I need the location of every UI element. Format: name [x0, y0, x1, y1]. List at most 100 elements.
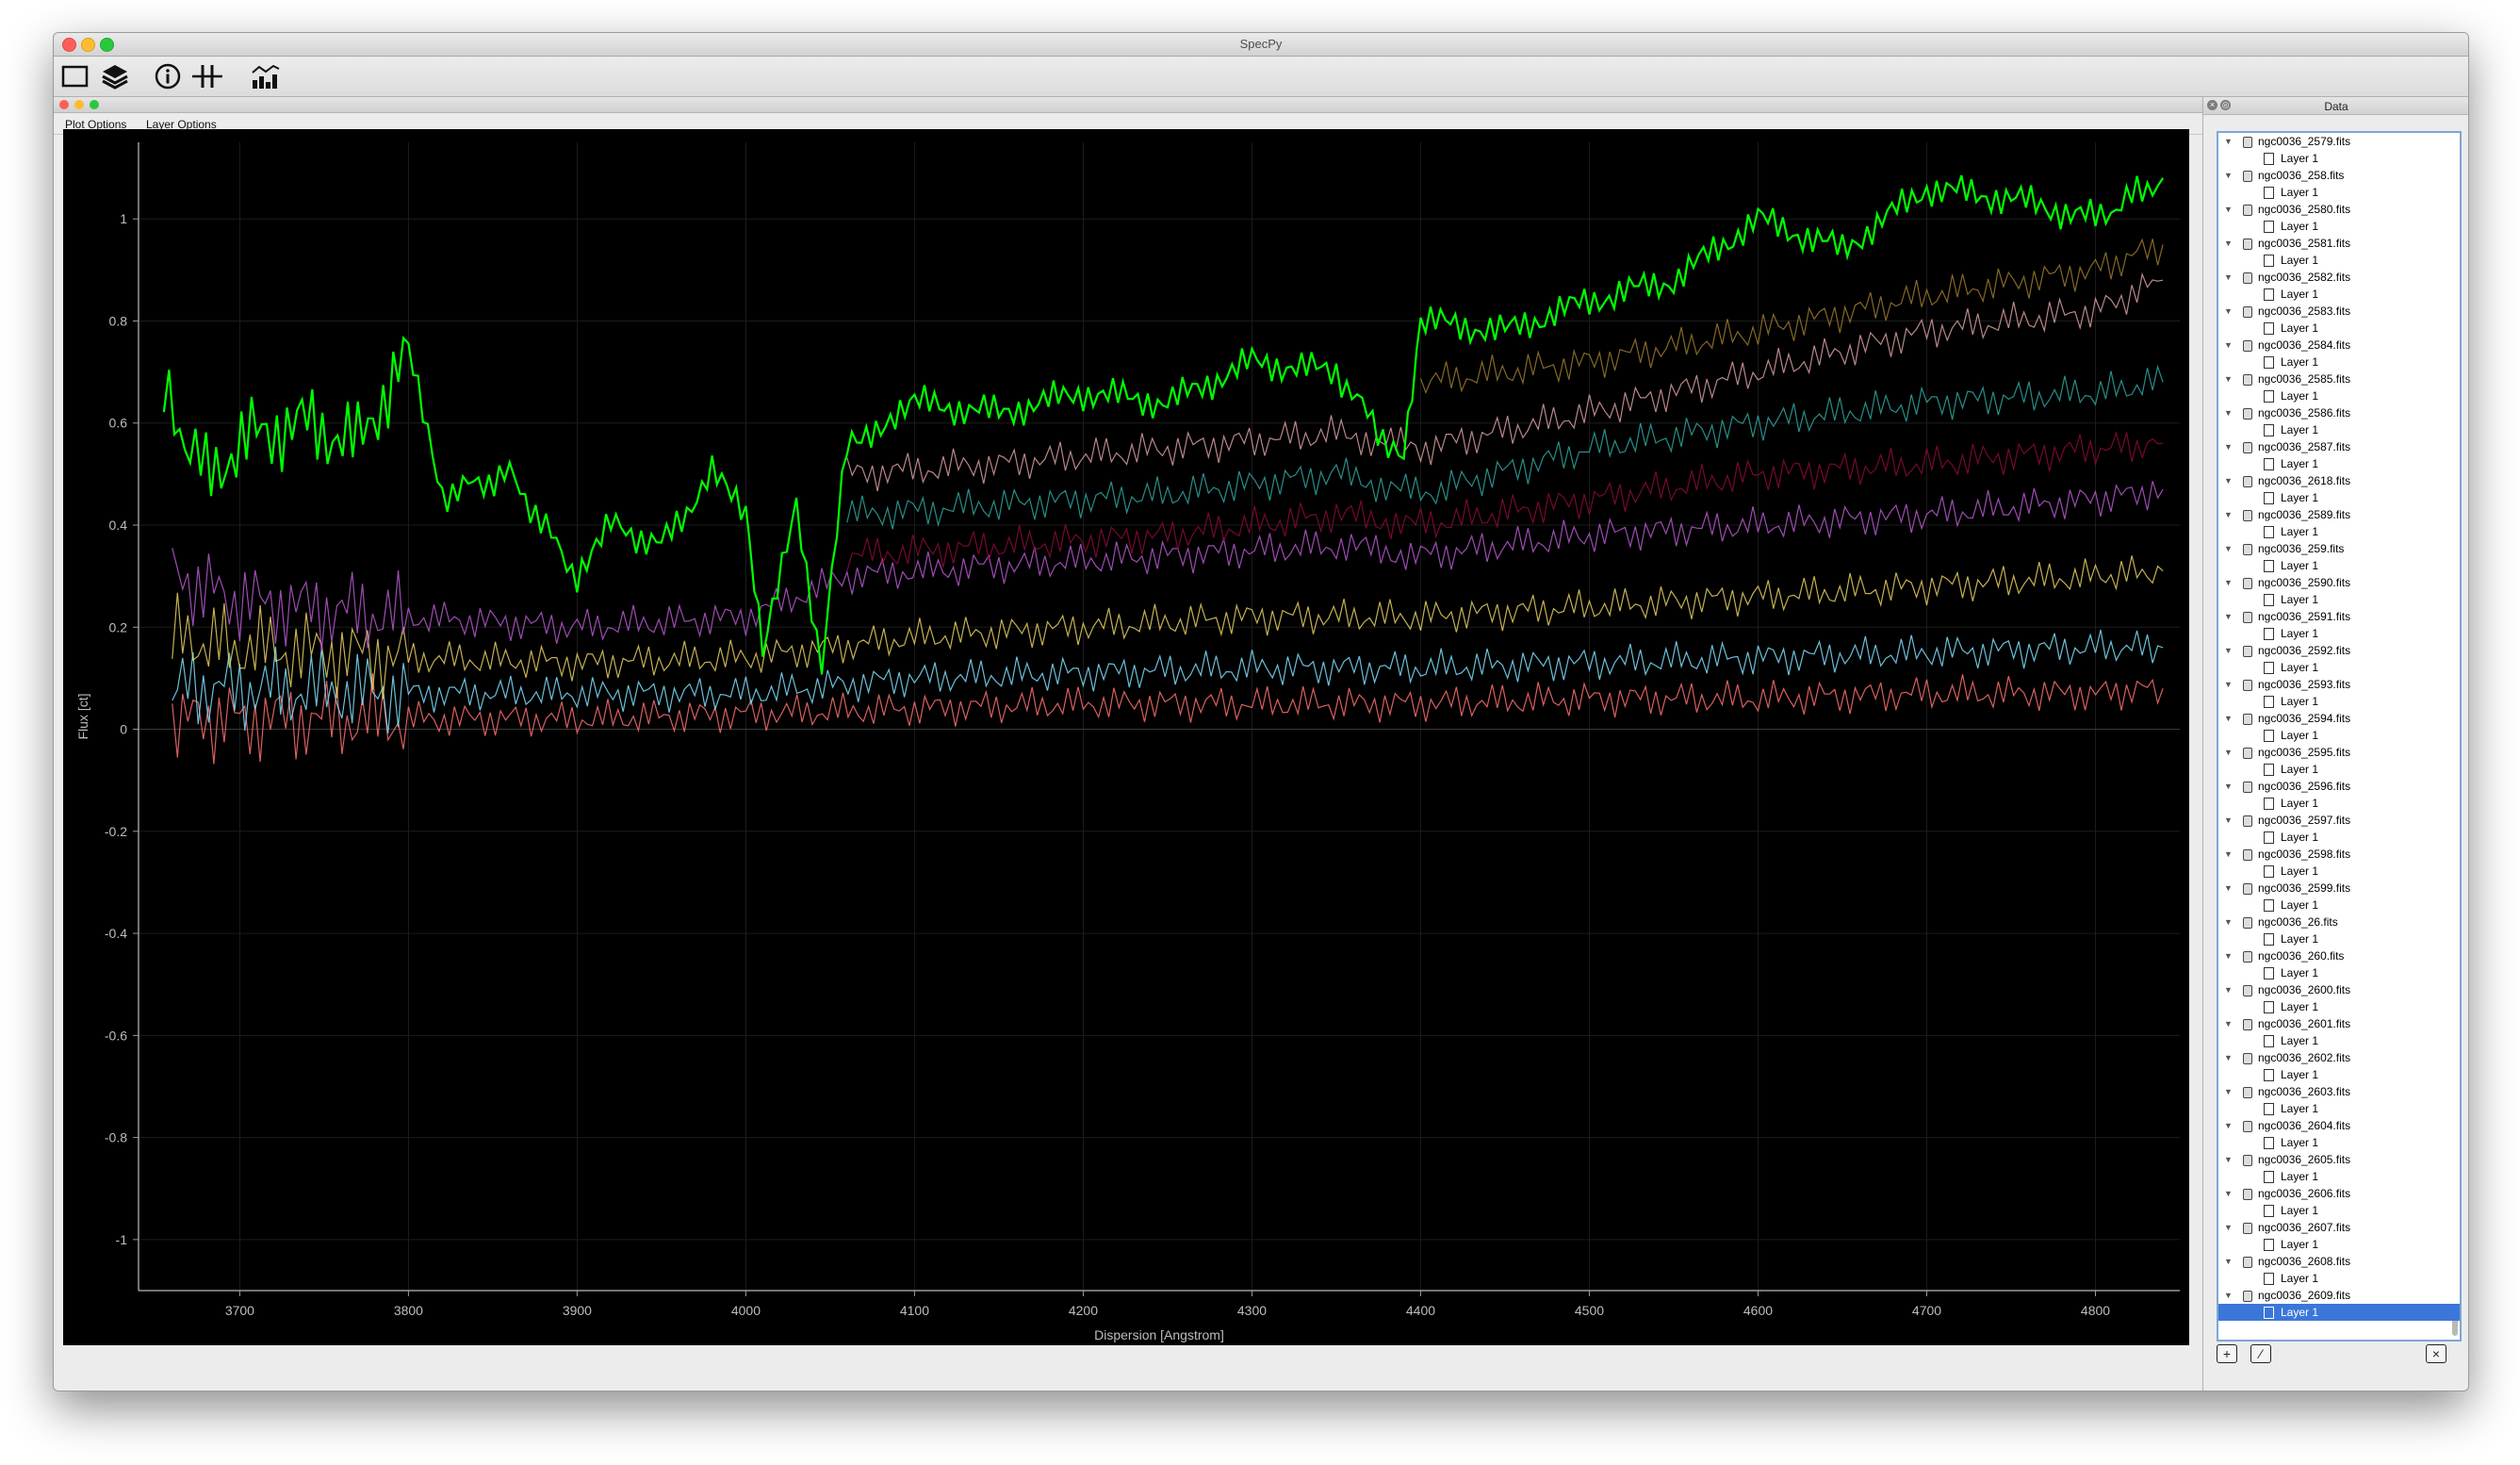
- panel-float-icon[interactable]: ◎: [2220, 100, 2231, 110]
- subwindow-close-button[interactable]: [59, 100, 69, 109]
- tree-layer-row[interactable]: Layer 1: [2218, 761, 2460, 778]
- tree-layer-row[interactable]: Layer 1: [2218, 150, 2460, 167]
- tree-file-row[interactable]: ▼ ngc0036_2605.fits: [2218, 1151, 2460, 1168]
- expand-arrow-icon[interactable]: ▼: [2224, 1189, 2233, 1198]
- tree-layer-row[interactable]: Layer 1: [2218, 1134, 2460, 1151]
- tree-file-row[interactable]: ▼ ngc0036_2587.fits: [2218, 438, 2460, 455]
- expand-arrow-icon[interactable]: ▼: [2224, 137, 2233, 146]
- tree-file-row[interactable]: ▼ ngc0036_2584.fits: [2218, 337, 2460, 354]
- tree-file-row[interactable]: ▼ ngc0036_2591.fits: [2218, 608, 2460, 625]
- tree-file-row[interactable]: ▼ ngc0036_2604.fits: [2218, 1117, 2460, 1134]
- expand-arrow-icon[interactable]: ▼: [2224, 374, 2233, 384]
- tree-layer-row[interactable]: Layer 1: [2218, 1100, 2460, 1117]
- remove-data-button[interactable]: ×: [2426, 1344, 2446, 1363]
- tree-file-row[interactable]: ▼ ngc0036_260.fits: [2218, 947, 2460, 964]
- tree-layer-row[interactable]: Layer 1: [2218, 1202, 2460, 1219]
- expand-arrow-icon[interactable]: ▼: [2224, 408, 2233, 418]
- tree-layer-row[interactable]: Layer 1: [2218, 795, 2460, 812]
- expand-arrow-icon[interactable]: ▼: [2224, 1019, 2233, 1029]
- tree-layer-row[interactable]: Layer 1: [2218, 421, 2460, 438]
- rectangle-select-tool[interactable]: [59, 60, 91, 92]
- tree-file-row[interactable]: ▼ ngc0036_2597.fits: [2218, 812, 2460, 829]
- tree-layer-row[interactable]: Layer 1: [2218, 320, 2460, 337]
- tree-file-row[interactable]: ▼ ngc0036_258.fits: [2218, 167, 2460, 184]
- tree-layer-row[interactable]: Layer 1: [2218, 489, 2460, 506]
- tree-file-row[interactable]: ▼ ngc0036_2607.fits: [2218, 1219, 2460, 1236]
- expand-arrow-icon[interactable]: ▼: [2224, 1087, 2233, 1096]
- subwindow-zoom-button[interactable]: [90, 100, 99, 109]
- tree-file-row[interactable]: ▼ ngc0036_2606.fits: [2218, 1185, 2460, 1202]
- tree-layer-row[interactable]: Layer 1: [2218, 659, 2460, 676]
- tree-layer-row[interactable]: Layer 1: [2218, 252, 2460, 269]
- expand-arrow-icon[interactable]: ▼: [2224, 1053, 2233, 1062]
- spectral-line-tool[interactable]: [191, 60, 223, 92]
- tree-layer-row[interactable]: Layer 1: [2218, 1236, 2460, 1253]
- expand-arrow-icon[interactable]: ▼: [2224, 510, 2233, 519]
- tree-file-row[interactable]: ▼ ngc0036_2592.fits: [2218, 642, 2460, 659]
- expand-arrow-icon[interactable]: ▼: [2224, 205, 2233, 214]
- menu-layer-options[interactable]: Layer Options: [146, 118, 217, 131]
- tree-file-row[interactable]: ▼ ngc0036_2596.fits: [2218, 778, 2460, 795]
- tree-layer-row[interactable]: Layer 1: [2218, 998, 2460, 1015]
- tree-file-row[interactable]: ▼ ngc0036_2609.fits: [2218, 1287, 2460, 1304]
- tree-layer-row[interactable]: Layer 1: [2218, 1304, 2460, 1321]
- tree-file-row[interactable]: ▼ ngc0036_2601.fits: [2218, 1015, 2460, 1032]
- close-window-button[interactable]: [62, 38, 76, 52]
- expand-arrow-icon[interactable]: ▼: [2224, 951, 2233, 961]
- tree-file-row[interactable]: ▼ ngc0036_2599.fits: [2218, 880, 2460, 897]
- tree-layer-row[interactable]: Layer 1: [2218, 455, 2460, 472]
- data-tree[interactable]: ▼ ngc0036_2579.fits Layer 1 ▼ ngc0036_258.fi…: [2217, 131, 2462, 1342]
- tree-file-row[interactable]: ▼ ngc0036_2590.fits: [2218, 574, 2460, 591]
- tree-layer-row[interactable]: Layer 1: [2218, 354, 2460, 370]
- expand-arrow-icon[interactable]: ▼: [2224, 1121, 2233, 1130]
- tree-file-row[interactable]: ▼ ngc0036_2581.fits: [2218, 235, 2460, 252]
- expand-arrow-icon[interactable]: ▼: [2224, 1155, 2233, 1164]
- edit-data-button[interactable]: ⁄: [2250, 1344, 2271, 1363]
- tree-file-row[interactable]: ▼ ngc0036_2593.fits: [2218, 676, 2460, 693]
- subwindow-minimize-button[interactable]: [74, 100, 84, 109]
- tree-file-row[interactable]: ▼ ngc0036_2594.fits: [2218, 710, 2460, 727]
- tree-layer-row[interactable]: Layer 1: [2218, 625, 2460, 642]
- plot-subwindow-title-bar[interactable]: [54, 97, 2202, 113]
- tree-layer-row[interactable]: Layer 1: [2218, 829, 2460, 846]
- tree-layer-row[interactable]: Layer 1: [2218, 557, 2460, 574]
- expand-arrow-icon[interactable]: ▼: [2224, 340, 2233, 350]
- expand-arrow-icon[interactable]: ▼: [2224, 1291, 2233, 1300]
- tree-layer-row[interactable]: Layer 1: [2218, 1032, 2460, 1049]
- spectrum-plot[interactable]: 3700 3800 3900 4000 4100 4200 4300 4400 4500 4600…: [63, 129, 2189, 1345]
- tree-layer-row[interactable]: Layer 1: [2218, 897, 2460, 914]
- tree-layer-row[interactable]: Layer 1: [2218, 964, 2460, 981]
- expand-arrow-icon[interactable]: ▼: [2224, 1223, 2233, 1232]
- tree-file-row[interactable]: ▼ ngc0036_2585.fits: [2218, 370, 2460, 387]
- tree-layer-row[interactable]: Layer 1: [2218, 1066, 2460, 1083]
- tree-file-row[interactable]: ▼ ngc0036_2582.fits: [2218, 269, 2460, 286]
- tree-file-row[interactable]: ▼ ngc0036_2602.fits: [2218, 1049, 2460, 1066]
- minimize-window-button[interactable]: [81, 38, 95, 52]
- expand-arrow-icon[interactable]: ▼: [2224, 680, 2233, 689]
- tree-layer-row[interactable]: Layer 1: [2218, 1270, 2460, 1287]
- expand-arrow-icon[interactable]: ▼: [2224, 714, 2233, 723]
- expand-arrow-icon[interactable]: ▼: [2224, 239, 2233, 248]
- expand-arrow-icon[interactable]: ▼: [2224, 646, 2233, 655]
- tree-file-row[interactable]: ▼ ngc0036_2580.fits: [2218, 201, 2460, 218]
- statistics-tool[interactable]: [250, 60, 282, 92]
- tree-file-row[interactable]: ▼ ngc0036_2579.fits: [2218, 133, 2460, 150]
- tree-file-row[interactable]: ▼ ngc0036_2583.fits: [2218, 303, 2460, 320]
- tree-scrollbar[interactable]: [2452, 1311, 2458, 1336]
- expand-arrow-icon[interactable]: ▼: [2224, 272, 2233, 282]
- panel-close-icon[interactable]: ×: [2207, 100, 2217, 110]
- expand-arrow-icon[interactable]: ▼: [2224, 883, 2233, 893]
- tree-layer-row[interactable]: Layer 1: [2218, 184, 2460, 201]
- menu-plot-options[interactable]: Plot Options: [65, 118, 127, 131]
- add-data-button[interactable]: +: [2217, 1344, 2237, 1363]
- tree-file-row[interactable]: ▼ ngc0036_2586.fits: [2218, 404, 2460, 421]
- tree-layer-row[interactable]: Layer 1: [2218, 387, 2460, 404]
- info-tool[interactable]: [152, 60, 184, 92]
- tree-file-row[interactable]: ▼ ngc0036_259.fits: [2218, 540, 2460, 557]
- expand-arrow-icon[interactable]: ▼: [2224, 476, 2233, 486]
- expand-arrow-icon[interactable]: ▼: [2224, 782, 2233, 791]
- expand-arrow-icon[interactable]: ▼: [2224, 612, 2233, 621]
- layers-tool[interactable]: [99, 60, 131, 92]
- tree-file-row[interactable]: ▼ ngc0036_26.fits: [2218, 914, 2460, 930]
- tree-layer-row[interactable]: Layer 1: [2218, 523, 2460, 540]
